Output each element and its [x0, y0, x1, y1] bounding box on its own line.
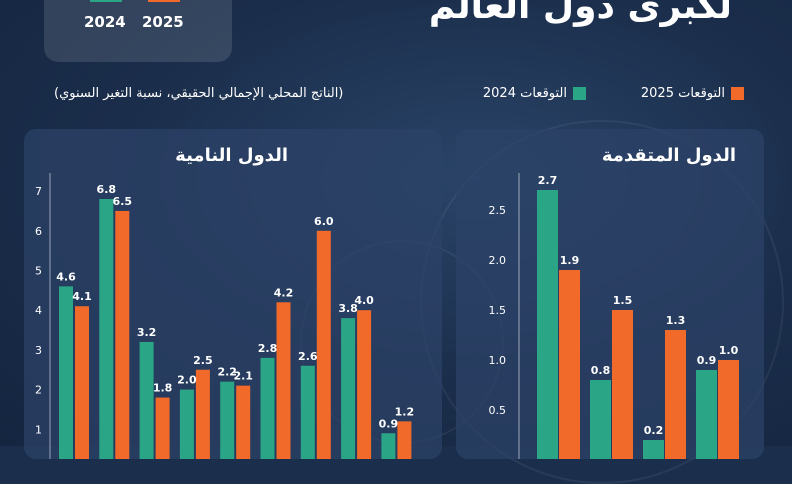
data-label-2024: 3.2: [137, 326, 157, 339]
bar-2024: [139, 341, 154, 459]
developing-panel-title: الدول النامية: [175, 145, 288, 166]
chart-subtitle: (الناتج المحلي الإجمالي الحقيقي، نسبة ال…: [54, 86, 344, 101]
y-tick-label: 4: [35, 304, 42, 317]
advanced-panel: الدول المتقدمة 0.5 1.0 1.5 2.0 2.5 2.7 1.9 0.8 1…: [456, 129, 764, 459]
bar-2024: [381, 433, 396, 459]
bar-2025: [236, 385, 251, 459]
bar-2024: [260, 357, 275, 459]
legend-2024-swatch: [573, 87, 586, 100]
year-2025-label: 2025: [142, 13, 184, 31]
data-label-2025: 4.0: [354, 294, 374, 307]
data-label-2025: 2.5: [193, 354, 213, 367]
legend-2025-label: التوقعات 2025: [640, 86, 725, 101]
bar-2024: [99, 199, 114, 459]
data-label-2025: 2.1: [233, 370, 253, 383]
bar-2025: [75, 306, 89, 459]
bar-2025: [559, 270, 580, 459]
y-tick-label: 6: [35, 225, 42, 238]
bar-2025: [718, 360, 739, 459]
advanced-chart: 0.51.01.52.02.52.71.90.81.50.21.30.91.0: [489, 173, 739, 459]
bar-2025: [397, 421, 412, 459]
bar-2025: [316, 230, 331, 459]
page-title: لكبرى دول العالم: [428, 0, 732, 27]
bar-2024: [300, 365, 315, 459]
y-tick-label: 1.0: [489, 354, 507, 367]
bar-2025: [665, 330, 686, 459]
y-tick-label: 1: [35, 423, 42, 436]
bar-2024: [696, 370, 717, 459]
data-label-2025: 4.2: [274, 286, 294, 299]
bar-2024: [220, 381, 235, 459]
y-tick-label: 7: [35, 185, 42, 198]
data-label-2024: 6.8: [97, 183, 117, 196]
bar-2024: [59, 286, 73, 459]
legend-2024: التوقعات 2024: [483, 86, 586, 101]
data-label-2024: 2.6: [298, 350, 318, 363]
swatch-2024: [90, 0, 122, 2]
data-label-2025: 1.8: [153, 382, 173, 395]
data-label-2025: 4.1: [72, 290, 92, 303]
legend-2025: التوقعات 2025: [641, 86, 744, 101]
data-label-2024: 3.8: [338, 302, 358, 315]
year-2024-label: 2024: [84, 13, 126, 31]
bar-2025: [612, 310, 633, 459]
data-label-2025: 1.2: [395, 405, 415, 418]
y-tick-label: 1.5: [489, 304, 507, 317]
data-label-2025: 1.9: [560, 254, 580, 267]
legend-2025-swatch: [731, 87, 744, 100]
bar-2025: [155, 397, 170, 459]
year-legend-box: 2024 2025: [44, 0, 232, 62]
data-label-2025: 6.0: [314, 215, 334, 228]
data-label-2024: 0.9: [697, 354, 717, 367]
bar-2025: [357, 310, 372, 459]
y-tick-label: 0.5: [489, 404, 507, 417]
y-tick-label: 2.5: [489, 204, 507, 217]
bar-2024: [179, 389, 194, 459]
y-tick-label: 5: [35, 265, 42, 278]
data-label-2024: 0.9: [379, 417, 399, 430]
data-label-2025: 1.0: [719, 344, 739, 357]
swatch-2025: [148, 0, 180, 2]
y-tick-label: 3: [35, 344, 42, 357]
data-label-2025: 6.5: [113, 195, 133, 208]
bar-2024: [537, 190, 558, 459]
data-label-2024: 2.0: [177, 374, 197, 387]
bar-2024: [643, 440, 664, 459]
data-label-2024: 2.7: [538, 174, 558, 187]
data-label-2025: 1.3: [666, 314, 686, 327]
bar-2025: [276, 302, 291, 459]
data-label-2024: 2.8: [258, 342, 278, 355]
y-tick-label: 2.0: [489, 254, 507, 267]
advanced-panel-title: الدول المتقدمة: [601, 145, 736, 166]
data-label-2025: 1.5: [613, 294, 633, 307]
y-tick-label: 2: [35, 384, 42, 397]
bar-2024: [590, 380, 611, 459]
data-label-2024: 4.6: [56, 270, 76, 283]
data-label-2024: 0.8: [591, 364, 611, 377]
legend-2024-label: التوقعات 2024: [482, 86, 567, 101]
developing-panel: الدول النامية 1 2 3 4 5 6 7 4.6 4.1 6.8 6.5 3.2 1.8 2…: [24, 129, 442, 459]
data-label-2024: 2.2: [217, 366, 237, 379]
bar-2025: [115, 210, 130, 459]
bar-2025: [195, 369, 210, 459]
developing-chart: 1 2 3 4 5 6 7 4.6 4.1 6.86.5 3.2 1.8 2.0 2.5 2.22.1 2.8…: [35, 173, 415, 459]
data-label-2024: 0.2: [644, 424, 664, 437]
bar-2024: [341, 318, 356, 459]
